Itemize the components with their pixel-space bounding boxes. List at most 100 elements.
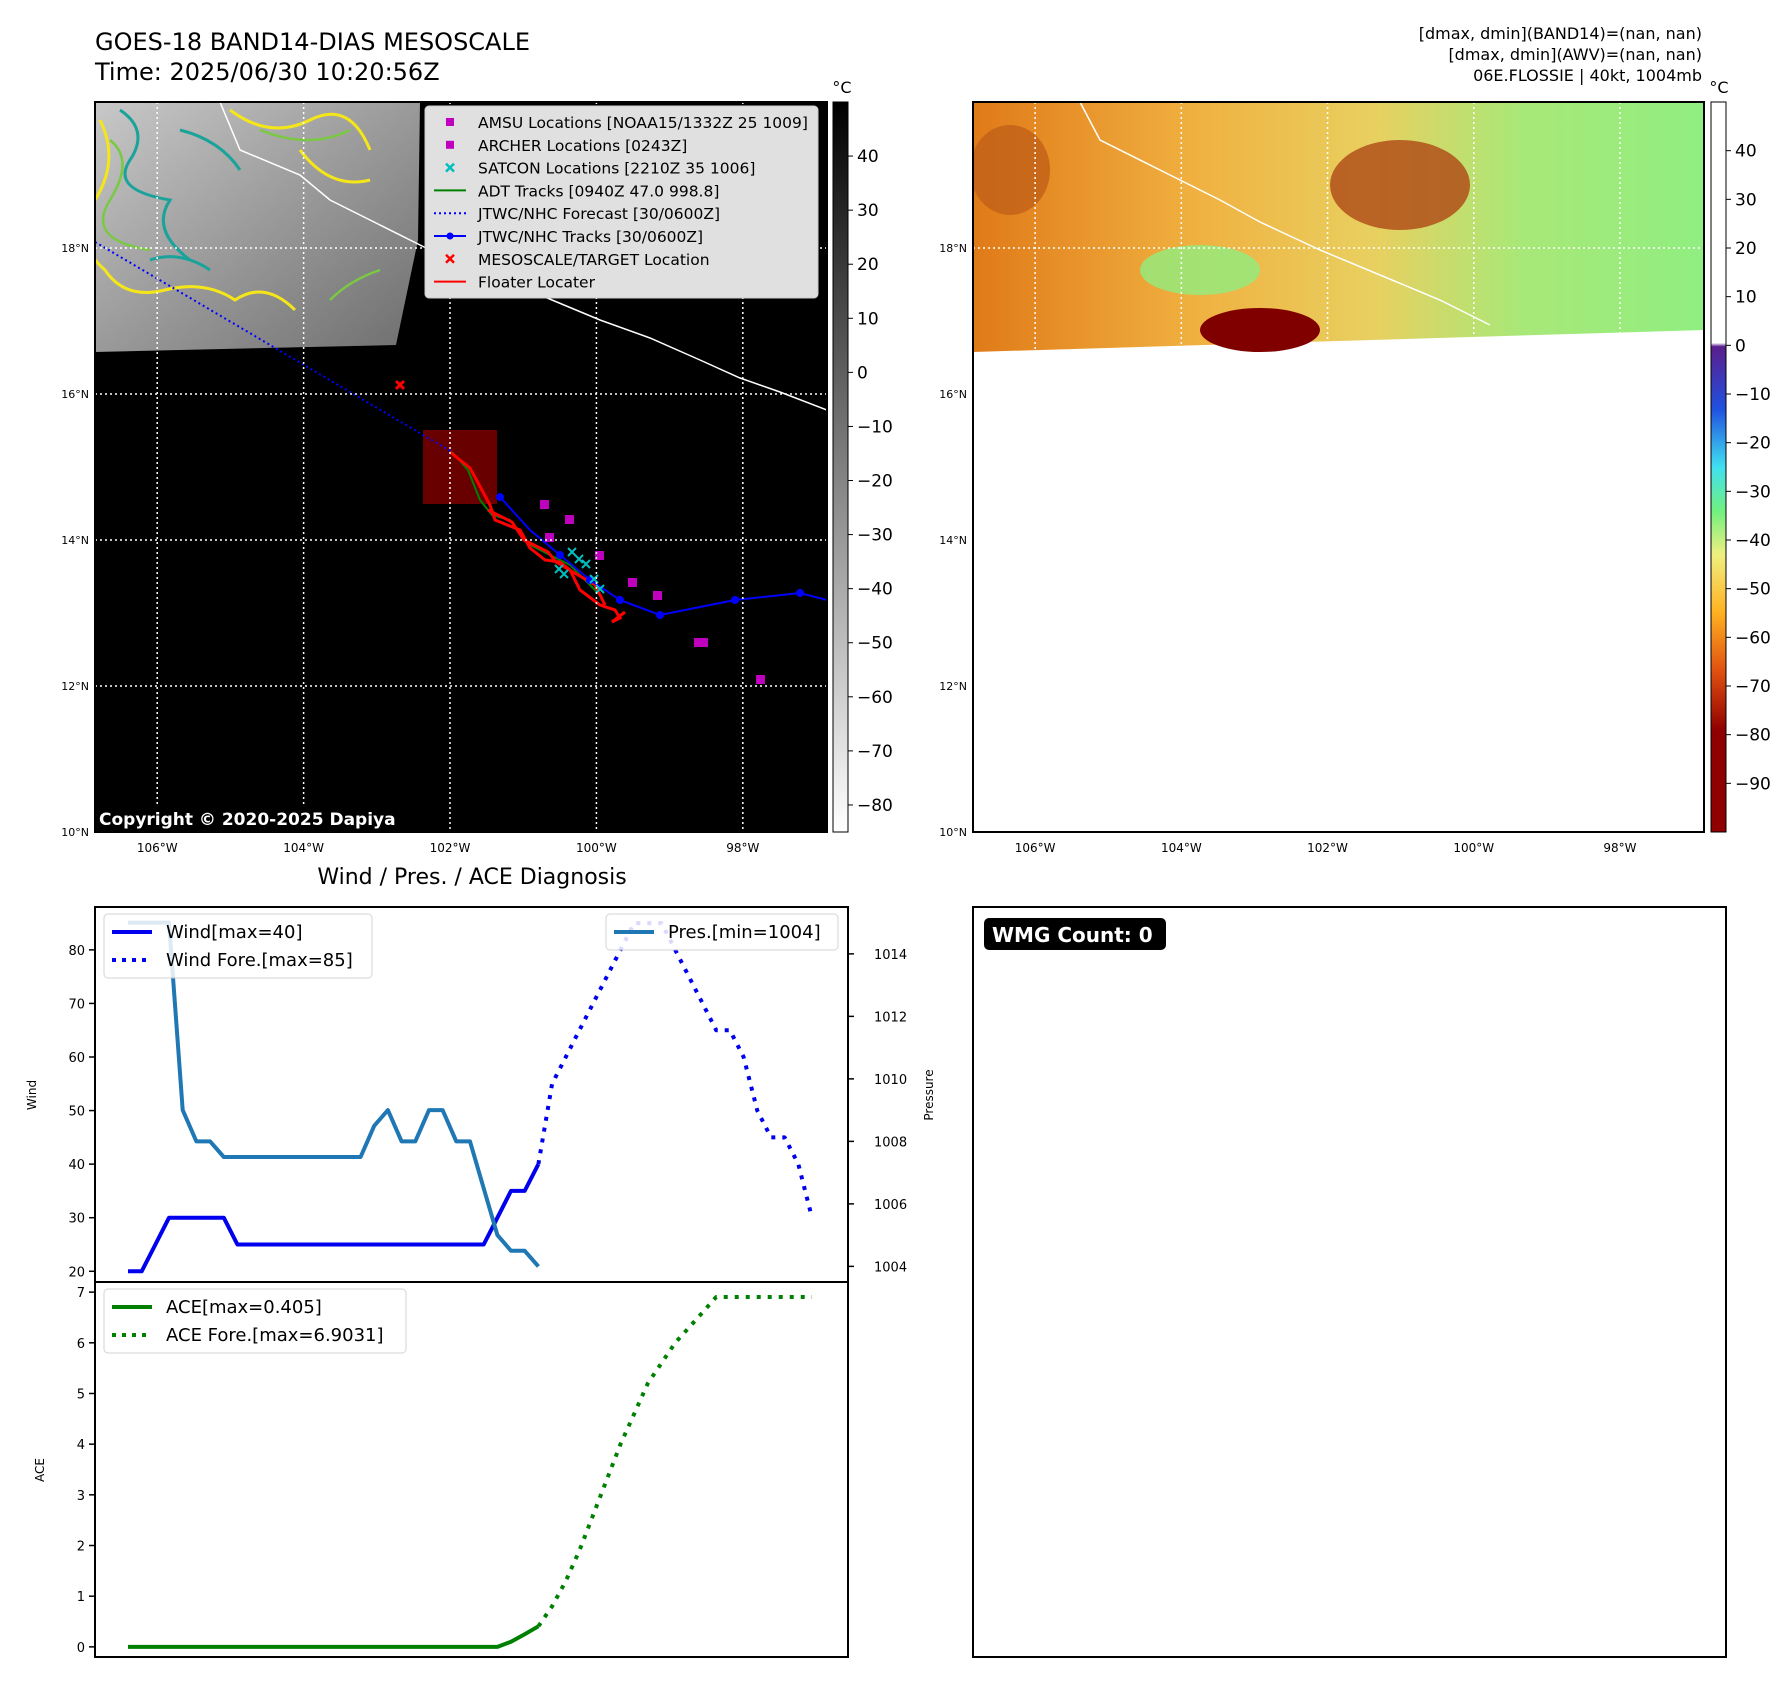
lat-tick-label: 18°N — [939, 242, 967, 255]
wind-fore-legend-label: Wind Fore.[max=85] — [166, 950, 353, 971]
y-tick-label: 50 — [68, 1105, 85, 1120]
lat-tick-label: 16°N — [61, 388, 89, 401]
y-tick-label: 0 — [77, 1641, 85, 1656]
ace-axis-ticks: 0 1 2 3 4 5 6 7 — [77, 1286, 95, 1656]
right-map-frame — [972, 101, 1705, 833]
y-tick-label-right: 1014 — [874, 948, 907, 963]
ace-chart: ACE 0 1 2 3 4 5 6 7 ACE[max=0.405] ACE Fore.[ma… — [33, 1281, 849, 1658]
wind-fore-line — [536, 921, 814, 1219]
colorbar-tick-label: −10 — [857, 417, 893, 437]
legend-entry-label: ADT Tracks [0940Z 47.0 998.8] — [478, 182, 719, 200]
cloud-contour-yellow — [95, 108, 372, 312]
ace-line — [128, 1624, 540, 1649]
colorbar-tick-label: −10 — [1735, 385, 1771, 405]
lat-tick-label: 14°N — [61, 534, 89, 547]
amsu-archer-markers — [540, 500, 765, 684]
copyright: Copyright © 2020-2025 Dapiya — [99, 810, 396, 830]
satcon-markers — [554, 547, 605, 594]
left-colorbar — [832, 101, 849, 833]
colorbar-tick-label: 10 — [1735, 288, 1757, 308]
wind-line — [128, 1163, 541, 1274]
right-colorbar-unit: °C — [1709, 78, 1728, 97]
left-map-legend: AMSU Locations [NOAA15/1332Z 25 1009] ARC… — [424, 105, 819, 299]
colorbar-tick-label: −20 — [1735, 434, 1771, 454]
y-tick-label: 30 — [68, 1212, 85, 1227]
stats-line-2: [dmax, dmin](AWV)=(nan, nan) — [1448, 45, 1702, 64]
lon-tick-label: 102°W — [430, 841, 471, 855]
y-tick-label: 60 — [68, 1051, 85, 1066]
legend-entry-label: MESOSCALE/TARGET Location — [478, 251, 710, 269]
figure-time: Time: 2025/06/30 10:20:56Z — [94, 58, 440, 86]
ace-fore-line — [536, 1295, 812, 1628]
right-coastline — [1079, 102, 1491, 326]
y-tick-label: 3 — [77, 1489, 85, 1504]
lat-tick-label: 12°N — [61, 680, 89, 693]
wmg-panel: WMG Count: 0 — [972, 906, 1727, 1658]
pressure-axis-label: Pressure — [922, 1069, 936, 1120]
y-tick-label: 20 — [68, 1265, 85, 1280]
left-legend-box — [424, 105, 819, 299]
lat-tick-label: 16°N — [939, 388, 967, 401]
y-tick-label: 70 — [68, 997, 85, 1012]
colorbar-tick-label: −80 — [1735, 726, 1771, 746]
lat-tick-label: 10°N — [939, 826, 967, 839]
colorbar-tick-label: −20 — [857, 472, 893, 492]
ace-axis-label: ACE — [33, 1458, 47, 1482]
satellite-cloud-image — [95, 102, 420, 352]
legend-entry-label: JTWC/NHC Forecast [30/0600Z] — [477, 205, 720, 223]
right-map-axis-ticks: 106°W 104°W 102°W 100°W 98°W 18°N 16°N 14°N 12°N… — [939, 242, 1636, 855]
wind-axis-label: Wind — [25, 1080, 39, 1110]
y-tick-label: 5 — [77, 1387, 85, 1402]
colorbar-tick-label: −30 — [857, 526, 893, 546]
ace-legend: ACE[max=0.405] ACE Fore.[max=6.9031] — [103, 1288, 407, 1354]
copyright-box — [95, 805, 405, 832]
awv-dark-patch-2 — [1200, 308, 1320, 352]
cloud-contour-green — [101, 128, 381, 301]
colorbar-tick-label: 0 — [1735, 336, 1746, 356]
y-tick-label: 80 — [68, 944, 85, 959]
mesoscale-target-marker — [394, 379, 406, 391]
legend-marker-dot — [446, 232, 454, 240]
wind-axis-ticks: 20 30 40 50 60 70 80 — [68, 944, 95, 1280]
pressure-legend: Pres.[min=1004] — [605, 913, 839, 951]
y-tick-label: 1 — [77, 1590, 85, 1605]
lon-tick-label: 104°W — [1161, 841, 1202, 855]
awv-green-patch — [1140, 245, 1260, 295]
y-tick-label: 4 — [77, 1438, 85, 1453]
y-tick-label-right: 1006 — [874, 1198, 907, 1213]
lat-tick-label: 12°N — [939, 680, 967, 693]
colorbar-tick-label: 40 — [1735, 142, 1757, 162]
legend-marker-square — [446, 118, 454, 126]
stats-line-1: [dmax, dmin](BAND14)=(nan, nan) — [1419, 24, 1702, 43]
colorbar-tick-label: −80 — [857, 796, 893, 816]
lon-tick-label: 106°W — [137, 841, 178, 855]
legend-entry-label: AMSU Locations [NOAA15/1332Z 25 1009] — [478, 114, 808, 132]
colorbar-tick-label: −90 — [1735, 774, 1771, 794]
diagnosis-title: Wind / Pres. / ACE Diagnosis — [317, 865, 626, 890]
right-colorbar-ticks: 40 30 20 10 0 −10 −20 −30 −40 −50 −60 −70 −80 −90 — [1726, 142, 1771, 794]
lon-tick-label: 106°W — [1015, 841, 1056, 855]
left-colorbar-unit: °C — [832, 78, 851, 97]
colorbar-tick-label: −60 — [1735, 628, 1771, 648]
y-tick-label-right: 1010 — [874, 1073, 907, 1088]
lat-tick-label: 10°N — [61, 826, 89, 839]
legend-entry-label: SATCON Locations [2210Z 35 1006] — [478, 160, 755, 178]
wmg-badge — [984, 918, 1166, 950]
cloud-contour-cyan — [119, 108, 242, 272]
colorbar-tick-label: −70 — [1735, 677, 1771, 697]
lon-tick-label: 100°W — [576, 841, 617, 855]
legend-entry-label: Floater Locater — [478, 274, 596, 292]
legend-marker-x — [445, 253, 455, 264]
colorbar-tick-label: −50 — [1735, 580, 1771, 600]
wind-legend: Wind[max=40] Wind Fore.[max=85] — [103, 913, 373, 979]
pres-line — [128, 920, 540, 1268]
left-map-frame — [94, 101, 828, 833]
wind-legend-label: Wind[max=40] — [166, 922, 303, 943]
wind-pressure-chart: Wind / Pres. / ACE Diagnosis Wind Pressu… — [25, 865, 936, 1283]
lon-tick-label: 98°W — [726, 841, 759, 855]
wmg-frame — [972, 906, 1727, 1658]
pressure-legend-label: Pres.[min=1004] — [668, 922, 821, 943]
lon-tick-label: 104°W — [283, 841, 324, 855]
colorbar-tick-label: −40 — [1735, 531, 1771, 551]
